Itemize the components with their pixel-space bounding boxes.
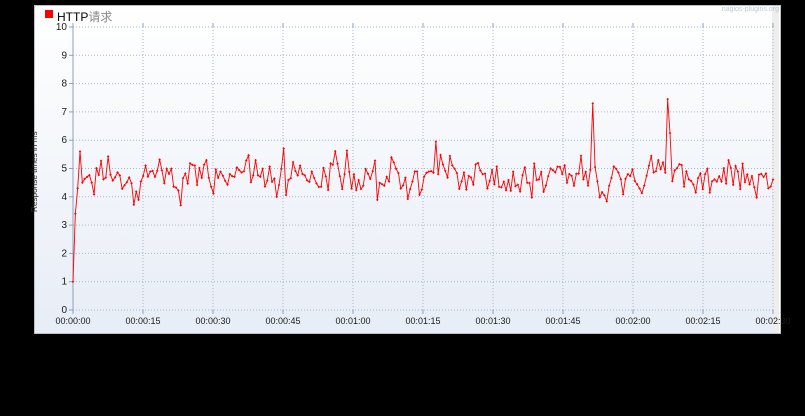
svg-text:00:02:15: 00:02:15	[685, 316, 720, 326]
svg-text:00:02:30: 00:02:30	[755, 316, 790, 326]
svg-text:9: 9	[61, 50, 67, 61]
svg-text:00:00:15: 00:00:15	[125, 316, 160, 326]
svg-text:00:01:15: 00:01:15	[405, 316, 440, 326]
svg-text:0: 0	[61, 305, 67, 316]
svg-text:00:01:30: 00:01:30	[475, 316, 510, 326]
svg-text:4: 4	[61, 192, 67, 203]
svg-text:00:00:30: 00:00:30	[195, 316, 230, 326]
svg-text:6: 6	[61, 135, 67, 146]
svg-text:3: 3	[61, 220, 67, 231]
svg-text:10: 10	[56, 22, 68, 33]
svg-text:00:00:00: 00:00:00	[55, 316, 90, 326]
svg-text:1: 1	[61, 277, 67, 288]
svg-text:5: 5	[61, 164, 67, 175]
svg-text:00:01:45: 00:01:45	[545, 316, 580, 326]
svg-text:00:01:00: 00:01:00	[335, 316, 370, 326]
svg-text:7: 7	[61, 107, 67, 118]
svg-text:2: 2	[61, 248, 67, 259]
svg-text:00:02:00: 00:02:00	[615, 316, 650, 326]
svg-text:00:00:45: 00:00:45	[265, 316, 300, 326]
svg-text:8: 8	[61, 79, 67, 90]
